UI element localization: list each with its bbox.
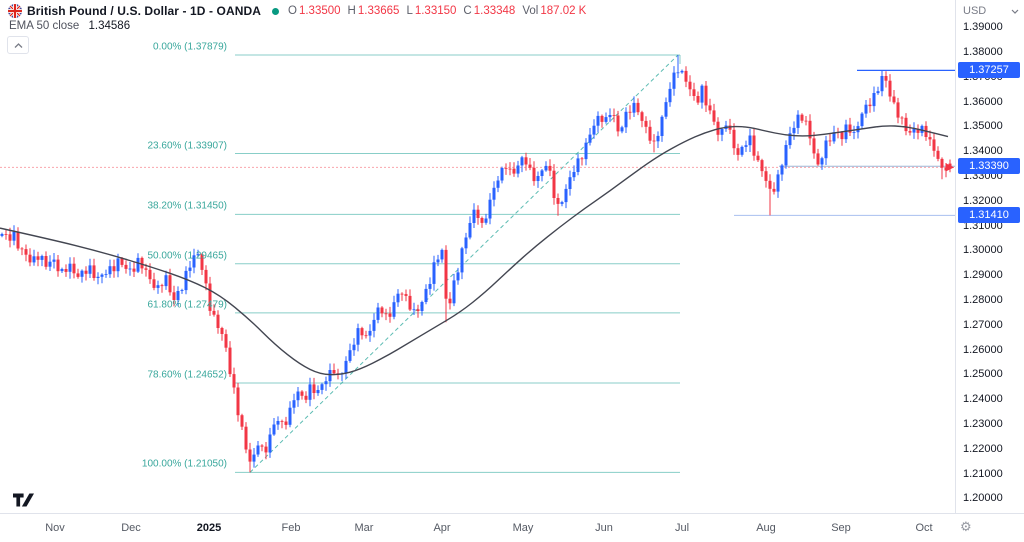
quote-currency-label: USD (963, 5, 987, 17)
low-label: L (406, 5, 413, 17)
price-tick-label: 1.36000 (963, 95, 1003, 108)
time-axis-month-label: Jul (674, 522, 690, 534)
fib-level-label[interactable]: 78.60% (1.24652) (147, 369, 227, 381)
price-axis-separator (955, 0, 956, 542)
fib-level-label[interactable]: 100.00% (1.21050) (141, 458, 227, 470)
price-tick-label: 1.34000 (963, 145, 1003, 158)
time-axis-month-label: Oct (915, 522, 933, 534)
close-label: C (463, 5, 472, 17)
price-chart-plot-area[interactable] (0, 30, 955, 513)
close-value: 1.33348 (473, 5, 516, 17)
time-axis-month-label: Dec (121, 522, 141, 534)
time-axis-month-label: May (512, 522, 534, 534)
trend-line[interactable] (249, 54, 679, 473)
price-tick-label: 1.22000 (963, 442, 1003, 455)
time-axis-month-label: Nov (45, 522, 65, 534)
price-tick-label: 1.25000 (963, 368, 1003, 381)
price-tick-label: 1.26000 (963, 343, 1003, 356)
price-tick-label: 1.38000 (963, 46, 1003, 58)
volume-label: Vol (522, 5, 539, 17)
candles (0, 55, 952, 473)
fib-level-label[interactable]: 38.20% (1.31450) (147, 200, 227, 212)
tradingview-logo[interactable] (13, 493, 34, 512)
high-value: 1.33665 (357, 5, 400, 17)
price-tick-label: 1.29000 (963, 269, 1003, 282)
fib-level-label[interactable]: 23.60% (1.33907) (147, 140, 227, 151)
fib-level-label[interactable]: 0.00% (1.37879) (153, 41, 227, 53)
low-value: 1.33150 (414, 5, 457, 17)
chevron-up-icon (14, 42, 22, 48)
fib-level-label[interactable]: 50.00% (1.29465) (147, 250, 227, 262)
price-tick-label: 1.20000 (963, 492, 1003, 505)
ema-50-line[interactable] (0, 125, 949, 376)
market-status-icon (272, 7, 280, 15)
horizontal-rays[interactable] (734, 69, 955, 216)
currency-pair-flag-icon (8, 4, 22, 18)
price-tick-label: 1.39000 (963, 21, 1003, 34)
legend-collapse-button[interactable] (7, 36, 29, 54)
time-axis-month-label: Sep (831, 522, 851, 534)
indicator-name: EMA 50 close (9, 20, 80, 32)
volume-value: 187.02 K (540, 5, 587, 17)
gear-icon[interactable]: ⚙ (960, 519, 972, 534)
time-axis-month-label: Feb (281, 522, 301, 534)
time-axis-month-label: Jun (595, 522, 613, 534)
price-tick-label: 1.21000 (963, 467, 1003, 480)
price-axis-flag-label: 1.33390 (958, 158, 1020, 175)
price-axis[interactable]: USD 1.390001.380001.370001.360001.350001… (956, 0, 1024, 513)
price-tick-label: 1.35000 (963, 120, 1003, 133)
chevron-down-icon (1011, 9, 1019, 14)
price-tick-label: 1.30000 (963, 244, 1003, 257)
indicator-value: 1.34586 (88, 20, 131, 32)
symbol-title[interactable]: British Pound / U.S. Dollar - 1D - OANDA (27, 4, 262, 18)
price-tick-label: 1.24000 (963, 393, 1003, 406)
time-axis[interactable]: ⚙ Nov Dec 2025 Feb Mar Apr May Jun Jul Aug Sep Oct (0, 513, 1024, 542)
time-axis-year-label: 2025 (196, 522, 222, 534)
high-label: H (347, 5, 356, 17)
price-axis-flag-label: 1.37257 (958, 62, 1020, 79)
open-value: 1.33500 (298, 5, 341, 17)
ohlc-values: O 1.33500 H 1.33665 L 1.33150 C 1.33348 Vol 1… (288, 5, 586, 17)
price-tick-label: 1.27000 (963, 318, 1003, 331)
price-marker-arrow-icon (946, 163, 954, 172)
symbol-legend: British Pound / U.S. Dollar - 1D - OANDA… (8, 4, 586, 18)
quote-currency-selector[interactable]: USD (963, 5, 1019, 17)
price-tick-label: 1.23000 (963, 418, 1003, 430)
time-axis-month-label: Aug (756, 522, 776, 534)
fib-level-label[interactable]: 61.80% (1.27479) (147, 299, 227, 311)
open-label: O (288, 5, 297, 17)
indicator-legend[interactable]: EMA 50 close 1.34586 (9, 20, 130, 32)
time-axis-month-label: Mar (354, 522, 374, 534)
price-axis-flag-label: 1.31410 (958, 207, 1020, 224)
time-axis-month-label: Apr (433, 522, 451, 534)
price-tick-label: 1.28000 (963, 294, 1003, 306)
price-tick-label: 1.32000 (963, 194, 1003, 207)
